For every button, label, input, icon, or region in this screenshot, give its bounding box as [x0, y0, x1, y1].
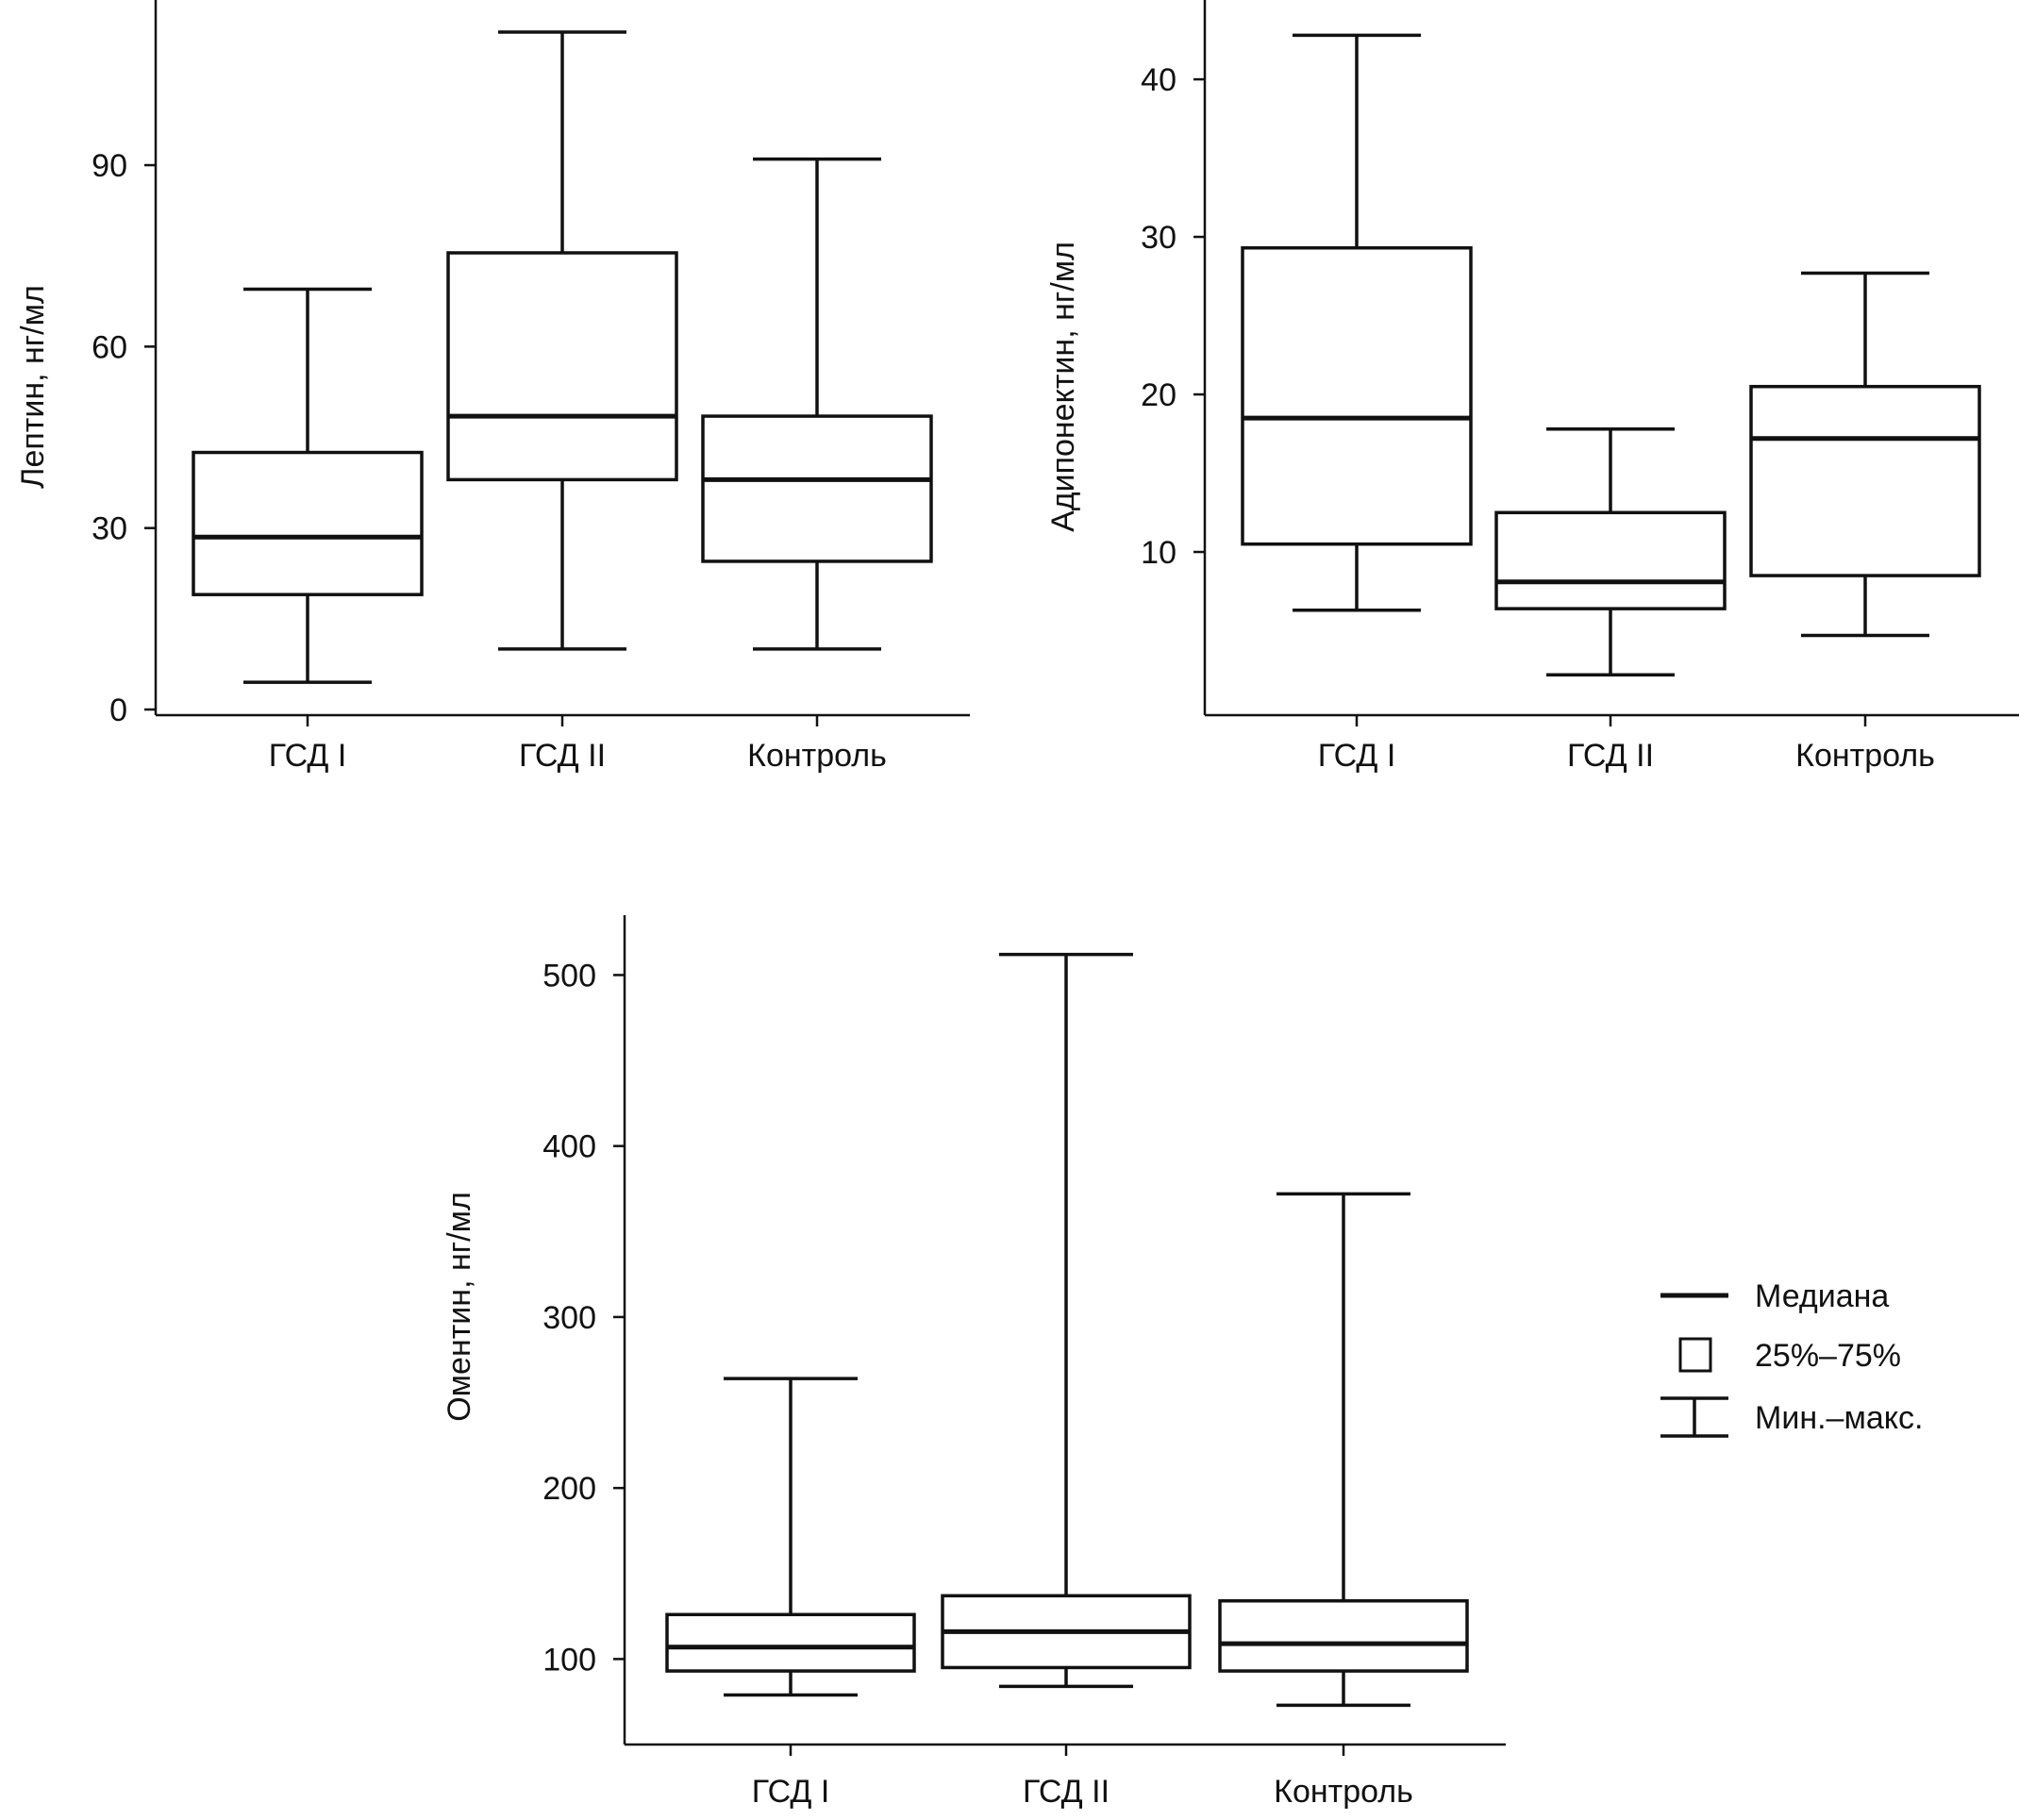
adiponectin-y-tick-label: 10 — [1141, 535, 1176, 571]
omentin-box-2 — [941, 952, 1192, 1689]
omentin-x-tick-label: ГСД I — [752, 1774, 830, 1810]
leptin-box-1 — [192, 287, 424, 684]
adiponectin-y-tick-label: 20 — [1141, 377, 1176, 413]
adiponectin-x-tick-label: ГСД I — [1318, 738, 1396, 774]
adiponectin-x-tick-label: Контроль — [1795, 738, 1935, 774]
legend-label-iqr: 25%–75% — [1755, 1338, 1901, 1374]
leptin-y-tick-label: 0 — [109, 693, 127, 728]
iqr-box — [665, 1612, 916, 1673]
legend-label-minmax: Мин.–макс. — [1755, 1400, 1923, 1436]
leptin-y-tick-label: 90 — [92, 148, 127, 184]
omentin-x-tick-label: ГСД II — [1023, 1774, 1110, 1810]
adiponectin-x-tick-label: ГСД II — [1567, 738, 1654, 774]
iqr-box — [446, 251, 678, 482]
omentin-chart: Оментин, нг/мл 100 200 300 400 500 ГСД I ГСД I… — [442, 915, 1506, 1810]
iqr-box — [1218, 1599, 1469, 1673]
iqr-box — [701, 414, 933, 563]
omentin-y-tick-label: 500 — [542, 958, 596, 993]
adiponectin-y-tick-label: 40 — [1141, 62, 1176, 98]
leptin-chart: Лептин, нг/мл 0 30 60 90 ГСД I ГСД II Контроль — [15, 0, 970, 774]
omentin-y-axis-title: Оментин, нг/мл — [442, 1192, 477, 1422]
omentin-y-tick-label: 200 — [542, 1471, 596, 1507]
adiponectin-box-1 — [1241, 33, 1473, 612]
legend-label-median: Медиана — [1755, 1278, 1889, 1314]
leptin-y-axis-title: Лептин, нг/мл — [15, 285, 51, 489]
omentin-x-tick-label: Контроль — [1274, 1774, 1413, 1810]
leptin-x-tick-label: ГСД I — [269, 738, 347, 774]
legend-box-icon — [1678, 1337, 1712, 1373]
omentin-box-1 — [665, 1377, 916, 1697]
leptin-x-tick-label: ГСД II — [519, 738, 606, 774]
legend-whisker-icon — [1660, 1396, 1728, 1438]
omentin-y-tick-label: 100 — [542, 1642, 596, 1678]
iqr-box — [192, 450, 424, 596]
leptin-box-2 — [446, 30, 678, 651]
adiponectin-box-2 — [1494, 427, 1727, 677]
iqr-box — [1241, 246, 1473, 546]
iqr-box — [1494, 510, 1727, 610]
leptin-y-tick-label: 60 — [92, 329, 127, 365]
omentin-y-tick-label: 300 — [542, 1300, 596, 1336]
leptin-box-3 — [701, 157, 933, 651]
adiponectin-y-tick-label: 30 — [1141, 220, 1176, 256]
leptin-y-tick-label: 30 — [92, 511, 127, 547]
adiponectin-box-3 — [1749, 271, 1981, 638]
omentin-y-tick-label: 400 — [542, 1129, 596, 1165]
legend: Медиана 25%–75% Мин.–макс. — [1660, 1278, 1923, 1438]
adiponectin-y-axis-title: Адипонектин, нг/мл — [1045, 242, 1081, 532]
iqr-box — [1749, 384, 1981, 577]
leptin-x-tick-label: Контроль — [747, 738, 887, 774]
omentin-box-3 — [1218, 1192, 1469, 1708]
adiponectin-chart: Адипонектин, нг/мл 10 20 30 40 ГСД I ГСД II Ко… — [1045, 0, 2019, 774]
